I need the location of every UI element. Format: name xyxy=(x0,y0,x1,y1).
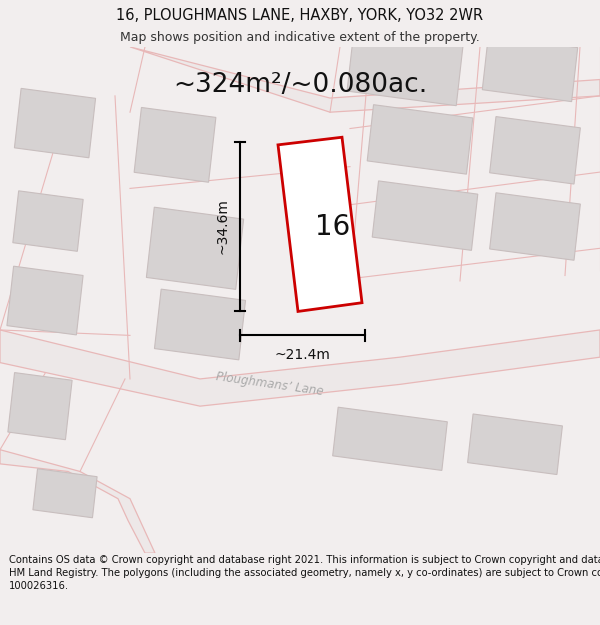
Text: 16: 16 xyxy=(316,213,350,241)
Polygon shape xyxy=(367,104,473,174)
Polygon shape xyxy=(347,32,463,106)
Text: Contains OS data © Crown copyright and database right 2021. This information is : Contains OS data © Crown copyright and d… xyxy=(9,554,600,591)
Text: ~34.6m: ~34.6m xyxy=(215,199,229,254)
Polygon shape xyxy=(134,107,216,182)
Polygon shape xyxy=(278,138,362,311)
Polygon shape xyxy=(13,191,83,251)
Polygon shape xyxy=(0,450,155,553)
Polygon shape xyxy=(332,408,448,471)
Text: ~324m²/~0.080ac.: ~324m²/~0.080ac. xyxy=(173,72,427,98)
Polygon shape xyxy=(467,414,562,474)
Polygon shape xyxy=(0,330,600,406)
Polygon shape xyxy=(482,36,578,102)
Polygon shape xyxy=(372,181,478,251)
Text: ~21.4m: ~21.4m xyxy=(275,348,331,362)
Polygon shape xyxy=(8,372,72,440)
Polygon shape xyxy=(490,117,580,184)
Polygon shape xyxy=(130,47,600,112)
Polygon shape xyxy=(33,469,97,518)
Polygon shape xyxy=(490,192,580,260)
Polygon shape xyxy=(154,289,245,360)
Polygon shape xyxy=(146,208,244,289)
Text: Map shows position and indicative extent of the property.: Map shows position and indicative extent… xyxy=(120,31,480,44)
Polygon shape xyxy=(14,88,95,158)
Polygon shape xyxy=(7,266,83,335)
Text: 16, PLOUGHMANS LANE, HAXBY, YORK, YO32 2WR: 16, PLOUGHMANS LANE, HAXBY, YORK, YO32 2… xyxy=(116,8,484,22)
Text: Ploughmans’ Lane: Ploughmans’ Lane xyxy=(215,371,325,398)
